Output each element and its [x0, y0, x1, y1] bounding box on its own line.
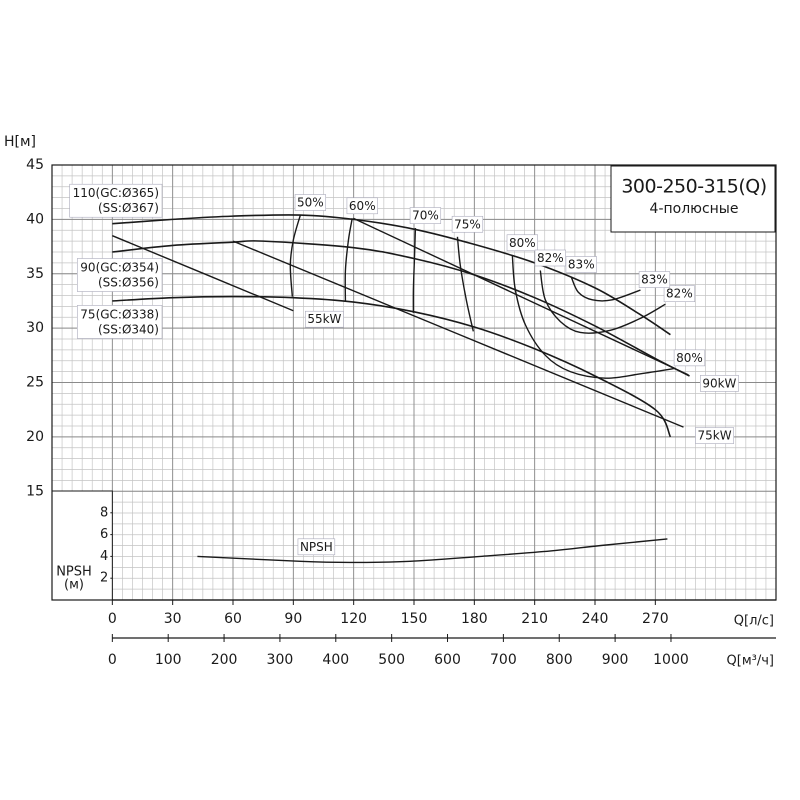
x2-tick-label: 600 — [434, 652, 461, 668]
y-tick-label: 45 — [26, 157, 44, 173]
efficiency-label-box — [451, 215, 484, 233]
head-curve — [112, 295, 672, 438]
npsh-label-box — [297, 538, 336, 556]
power-line — [112, 235, 294, 312]
x2-tick-label: 500 — [378, 652, 405, 668]
efficiency-label: 80% — [509, 236, 536, 250]
x-tick-label: 270 — [642, 611, 669, 627]
efficiency-label: 82% — [666, 287, 693, 301]
power-line — [352, 217, 689, 376]
x-axis-label: Q[л/с] — [734, 614, 774, 629]
impeller-label-line: 90(GC:Ø354) — [80, 261, 159, 275]
impeller-label-line: (SS:Ø340) — [98, 322, 159, 336]
efficiency-curve — [570, 276, 641, 302]
y2-axis-label: (м) — [64, 578, 84, 593]
efficiency-curve — [456, 236, 475, 332]
efficiency-label: 83% — [641, 273, 668, 287]
power-label-box — [700, 375, 739, 392]
x2-tick-label: 800 — [546, 652, 573, 668]
power-label: 75kW — [697, 429, 731, 443]
y2-axis-label: NPSH — [56, 565, 92, 580]
efficiency-label: 83% — [568, 258, 595, 272]
efficiency-label-box — [506, 234, 538, 252]
y2-tick-label: 8 — [100, 505, 108, 520]
x-tick-label: 0 — [108, 611, 117, 627]
y-tick-label: 20 — [26, 429, 44, 445]
x2-tick-label: 100 — [155, 652, 182, 668]
x-tick-label: 210 — [521, 611, 548, 627]
impeller-label-line: 110(GC:Ø365) — [73, 186, 159, 200]
efficiency-label-box — [346, 197, 378, 215]
x2-tick-label: 300 — [267, 652, 294, 668]
title-box — [610, 165, 776, 233]
efficiency-label-box — [565, 256, 597, 273]
impeller-label: 110(GC:Ø365)(SS:Ø367) — [69, 183, 163, 218]
efficiency-label: 60% — [349, 199, 376, 213]
x2-tick-label: 0 — [108, 652, 117, 668]
x2-tick-label: 400 — [322, 652, 349, 668]
y2-tick-label: 6 — [100, 527, 108, 542]
y2-tick-label: 2 — [100, 571, 108, 586]
impeller-label-line: 75(GC:Ø338) — [80, 307, 159, 321]
efficiency-label: 70% — [412, 209, 439, 223]
power-label: 55kW — [307, 312, 341, 326]
impeller-label-line: (SS:Ø356) — [98, 276, 159, 290]
impeller-label-line: (SS:Ø367) — [98, 201, 159, 215]
x-tick-label: 180 — [461, 611, 488, 627]
x2-tick-label: 1000 — [653, 652, 689, 668]
efficiency-curve — [539, 270, 666, 334]
x-tick-label: 120 — [340, 611, 367, 627]
efficiency-label-box — [294, 194, 327, 211]
efficiency-label: 50% — [297, 196, 324, 210]
y-tick-label: 15 — [26, 483, 44, 499]
x-tick-label: 60 — [224, 611, 242, 627]
y-tick-label: 25 — [26, 375, 44, 391]
power-label-box — [305, 310, 344, 328]
efficiency-curve — [511, 255, 676, 379]
head-curve — [112, 214, 671, 336]
impeller-label-box — [69, 183, 163, 218]
impeller-label-box — [76, 305, 163, 339]
chart-title: 300-250-315(Q) — [621, 176, 766, 198]
x-tick-label: 90 — [284, 611, 302, 627]
x2-tick-label: 900 — [602, 652, 629, 668]
x-tick-label: 30 — [164, 611, 182, 627]
efficiency-label-box — [409, 207, 442, 224]
efficiency-label: 82% — [537, 251, 564, 265]
impeller-label-box — [76, 258, 163, 292]
power-line — [232, 240, 684, 428]
x2-tick-label: 200 — [211, 652, 238, 668]
efficiency-label: 80% — [676, 351, 703, 365]
efficiency-curve — [412, 228, 417, 313]
x2-tick-label: 700 — [490, 652, 517, 668]
y-tick-label: 40 — [26, 211, 44, 227]
y-tick-label: 30 — [26, 320, 44, 336]
npsh-label: NPSH — [300, 540, 333, 554]
npsh-panel — [51, 490, 113, 601]
x-tick-label: 150 — [401, 611, 428, 627]
power-label-box — [695, 427, 735, 444]
y2-tick-label: 4 — [100, 549, 108, 564]
y-axis-label: H[м] — [4, 134, 36, 150]
impeller-label: 90(GC:Ø354)(SS:Ø356) — [76, 258, 163, 292]
y-tick-label: 35 — [26, 266, 44, 282]
efficiency-curve — [289, 214, 302, 297]
x2-axis-label: Q[м³/ч] — [727, 654, 774, 669]
efficiency-curve — [344, 218, 353, 303]
efficiency-label: 75% — [454, 217, 481, 231]
impeller-label: 75(GC:Ø338)(SS:Ø340) — [76, 305, 163, 339]
x-tick-label: 240 — [582, 611, 609, 627]
chart-subtitle: 4-полюсные — [650, 201, 739, 217]
efficiency-label-box — [673, 349, 706, 367]
power-label: 90kW — [702, 376, 736, 390]
efficiency-label-box — [663, 285, 696, 303]
npsh-curve — [197, 538, 668, 564]
efficiency-label-box — [638, 271, 671, 288]
